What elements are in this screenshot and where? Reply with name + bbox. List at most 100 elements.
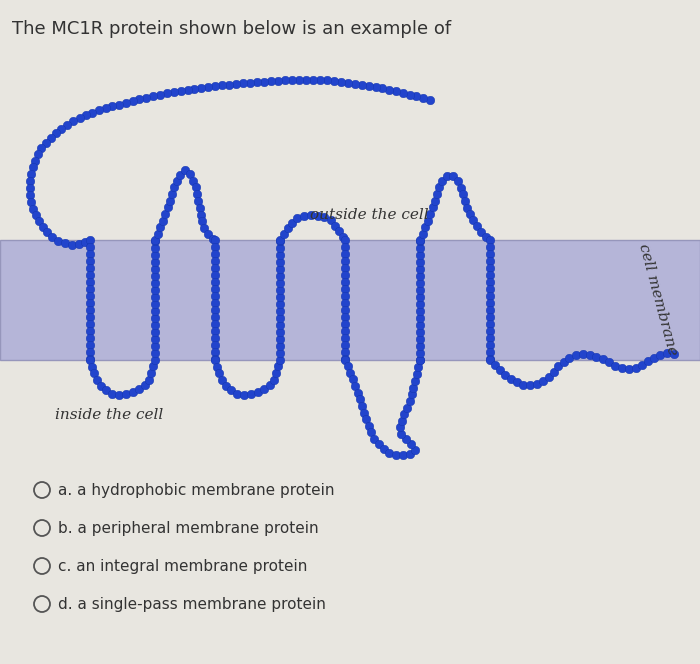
Point bbox=[225, 385, 237, 396]
Point bbox=[85, 256, 96, 266]
Point bbox=[340, 340, 351, 351]
Point bbox=[452, 176, 463, 187]
Point bbox=[164, 195, 175, 206]
Point bbox=[340, 249, 351, 260]
Point bbox=[591, 351, 602, 362]
Point bbox=[414, 355, 426, 365]
Point bbox=[85, 354, 96, 365]
Point bbox=[209, 347, 220, 357]
Point bbox=[154, 89, 165, 100]
Point bbox=[162, 202, 173, 212]
Point bbox=[286, 218, 297, 228]
Point bbox=[53, 235, 64, 246]
Point bbox=[414, 341, 426, 351]
Point bbox=[300, 74, 312, 85]
Point bbox=[429, 195, 440, 206]
Point bbox=[517, 379, 528, 390]
Point bbox=[274, 355, 286, 365]
Point bbox=[188, 175, 199, 186]
Point bbox=[340, 311, 351, 322]
Point bbox=[208, 233, 219, 244]
Point bbox=[340, 297, 351, 308]
Point bbox=[358, 407, 370, 418]
Point bbox=[414, 242, 426, 253]
Point bbox=[274, 278, 286, 288]
Point bbox=[274, 264, 286, 274]
Point bbox=[85, 234, 96, 245]
Point bbox=[209, 333, 220, 343]
Point bbox=[414, 334, 426, 345]
Point bbox=[368, 434, 379, 444]
Point bbox=[127, 387, 138, 398]
Point bbox=[174, 169, 186, 180]
Point bbox=[350, 380, 361, 391]
Point bbox=[30, 210, 41, 220]
Point bbox=[85, 305, 96, 315]
Point bbox=[85, 242, 96, 252]
Point bbox=[209, 291, 220, 301]
Point bbox=[199, 223, 210, 234]
Point bbox=[337, 232, 349, 242]
Point bbox=[356, 400, 368, 411]
Text: c. an integral membrane protein: c. an integral membrane protein bbox=[58, 558, 307, 574]
Point bbox=[85, 325, 96, 336]
Point bbox=[414, 250, 426, 260]
Point bbox=[209, 325, 220, 336]
Point bbox=[179, 165, 190, 175]
Point bbox=[531, 378, 542, 389]
Point bbox=[524, 380, 536, 390]
Point bbox=[642, 356, 653, 367]
Point bbox=[62, 120, 73, 130]
Point bbox=[411, 91, 422, 102]
Point bbox=[292, 213, 303, 224]
Point bbox=[113, 99, 125, 110]
Point bbox=[391, 86, 402, 97]
Point bbox=[209, 270, 220, 280]
Point bbox=[340, 325, 351, 336]
Point bbox=[172, 176, 183, 187]
Point bbox=[610, 361, 621, 371]
Point bbox=[464, 209, 475, 220]
Point bbox=[274, 341, 286, 351]
Point bbox=[155, 222, 166, 232]
Point bbox=[169, 182, 180, 193]
Point bbox=[377, 83, 388, 94]
Point bbox=[484, 355, 496, 365]
Point bbox=[87, 108, 98, 118]
Point bbox=[441, 171, 452, 181]
Point bbox=[209, 354, 220, 365]
Point bbox=[274, 327, 286, 337]
Point bbox=[85, 333, 96, 343]
Point bbox=[360, 414, 372, 424]
Text: b. a peripheral membrane protein: b. a peripheral membrane protein bbox=[58, 521, 318, 535]
Point bbox=[584, 350, 595, 361]
Point bbox=[141, 92, 152, 103]
Point bbox=[414, 285, 426, 295]
Point bbox=[404, 449, 415, 459]
Point bbox=[384, 448, 395, 458]
Point bbox=[334, 226, 345, 236]
Point bbox=[384, 84, 395, 95]
Point bbox=[414, 291, 426, 302]
Point bbox=[85, 249, 96, 260]
Point bbox=[481, 232, 492, 242]
Point bbox=[91, 374, 102, 385]
Point bbox=[340, 355, 351, 365]
Point bbox=[548, 367, 559, 377]
Point bbox=[192, 189, 203, 199]
Point bbox=[149, 355, 160, 365]
Point bbox=[414, 271, 426, 282]
Point bbox=[414, 278, 426, 288]
Point bbox=[418, 93, 429, 104]
Point bbox=[149, 299, 160, 309]
Text: cell membrane: cell membrane bbox=[636, 242, 680, 357]
Point bbox=[564, 353, 575, 363]
Point bbox=[134, 94, 145, 105]
Point bbox=[340, 305, 351, 315]
Point bbox=[400, 434, 412, 445]
Point bbox=[484, 277, 496, 288]
Point bbox=[398, 88, 409, 98]
Point bbox=[149, 313, 160, 323]
Point bbox=[414, 313, 426, 323]
Point bbox=[340, 242, 351, 252]
